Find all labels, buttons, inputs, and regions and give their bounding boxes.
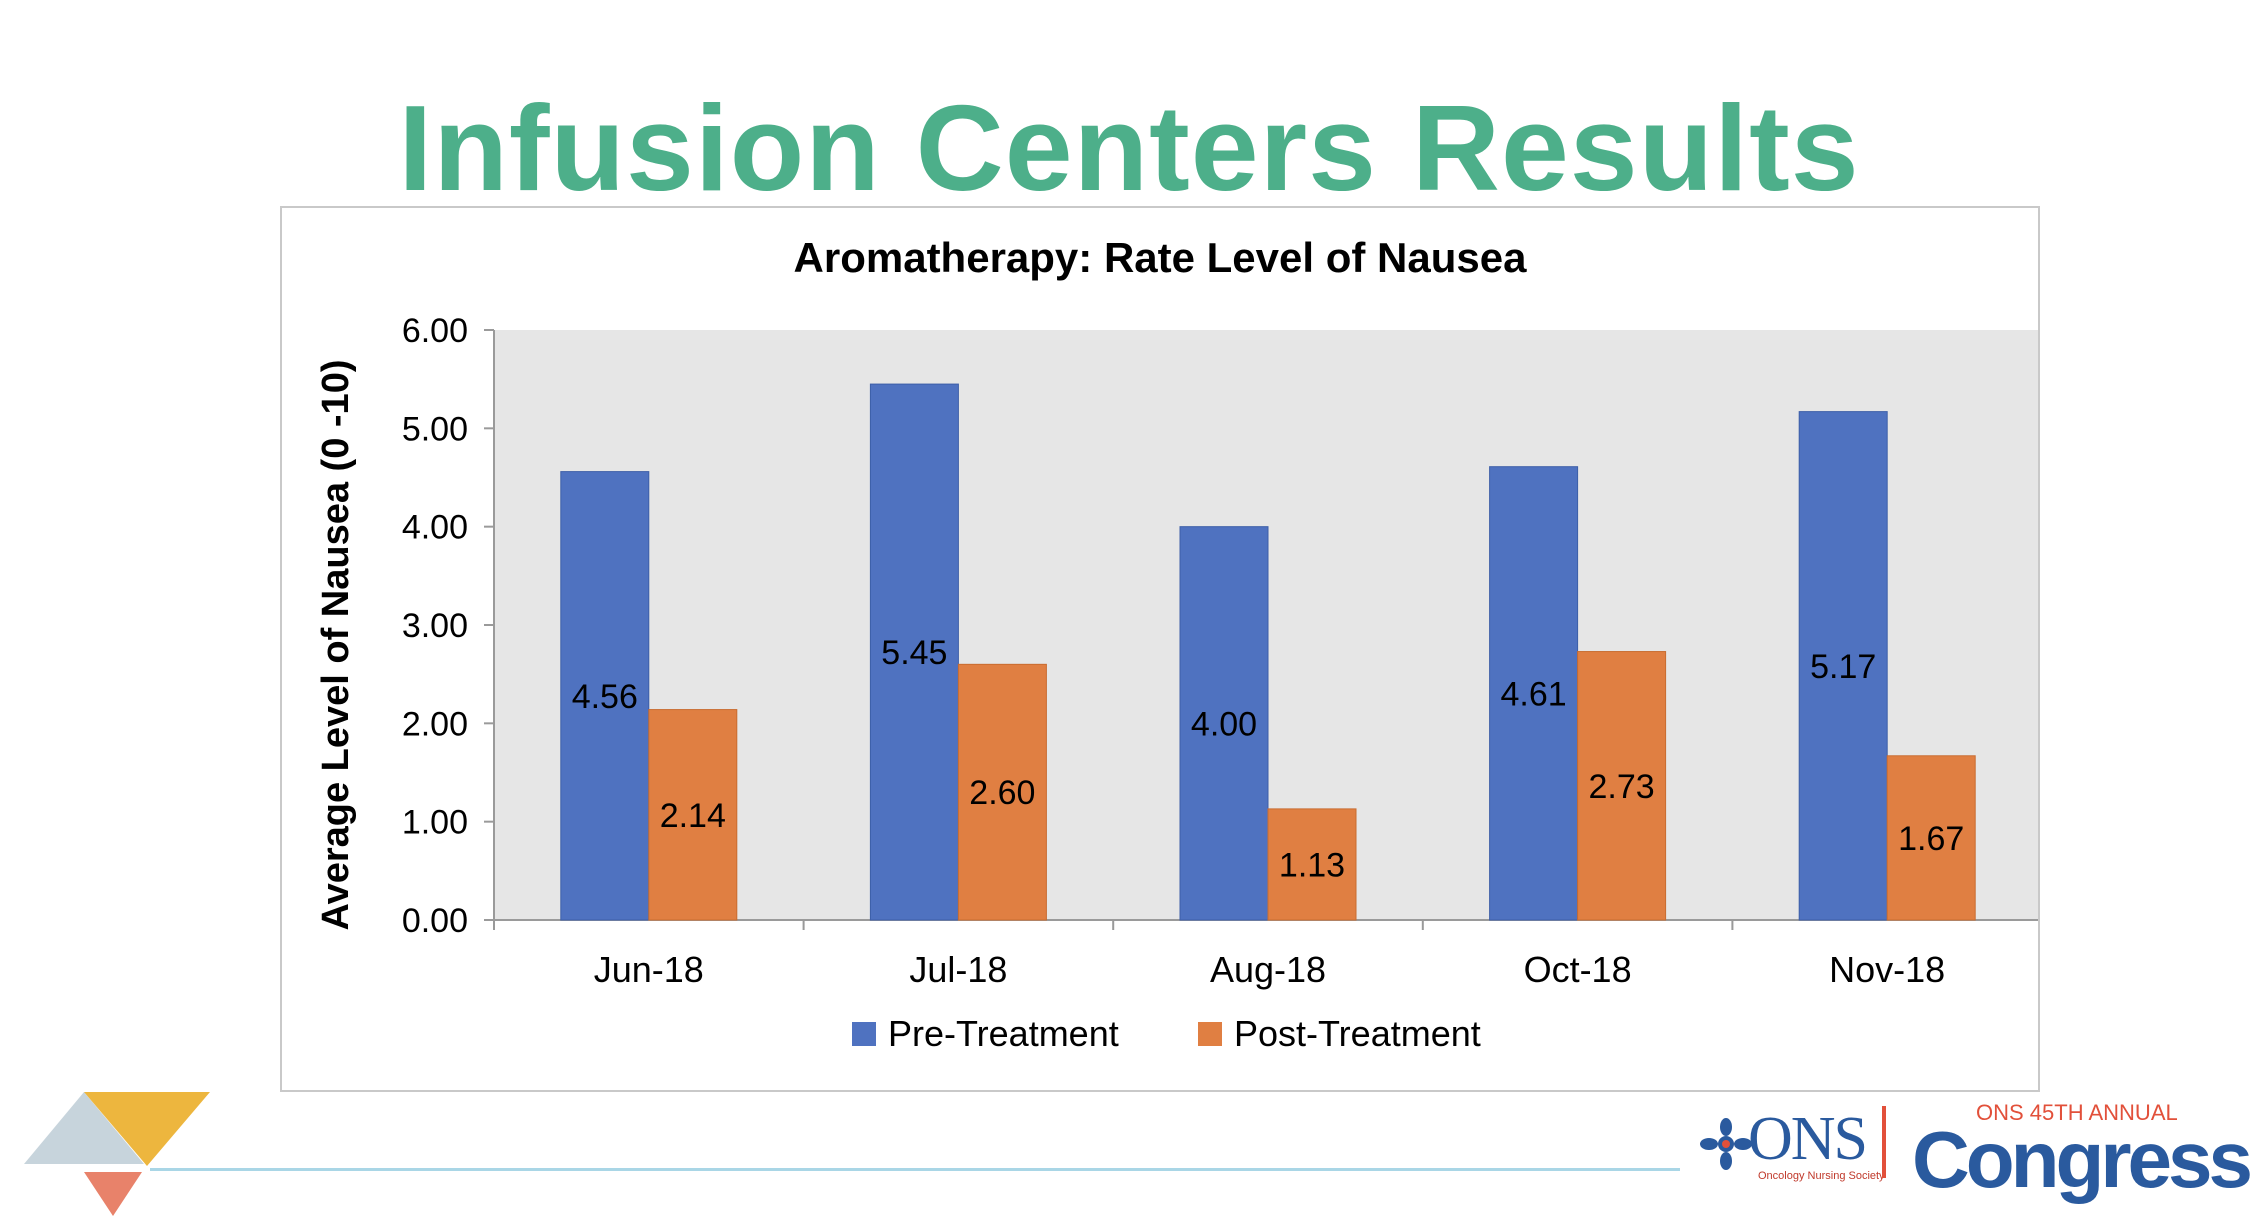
ons-subtitle: Oncology Nursing Society (1758, 1170, 1885, 1182)
footer-line (150, 1168, 1680, 1171)
pre-treatment-bar (869, 383, 959, 921)
bar-chart: Aromatherapy: Rate Level of Nausea 0.00 1.… (315, 234, 2038, 1054)
x-tick-label: Nov-18 (1829, 949, 1945, 990)
bar-data-label: 5.45 (881, 634, 947, 672)
y-tick-label: 2.00 (402, 705, 468, 743)
pre-treatment-bar (1179, 526, 1269, 921)
triangle-logo-icon (24, 1092, 210, 1216)
y-tick-label: 5.00 (402, 410, 468, 448)
slide-title: Infusion Centers Results (398, 80, 1860, 216)
post-treatment-bar (648, 709, 738, 921)
logo-divider (1882, 1106, 1886, 1178)
legend-swatch-post (1198, 1022, 1222, 1046)
y-tick-label: 1.00 (402, 804, 468, 842)
x-tick-label: Oct-18 (1524, 949, 1632, 990)
congress-top-text: ONS 45TH ANNUAL (1976, 1100, 2178, 1125)
legend-label-post: Post-Treatment (1234, 1013, 1481, 1054)
pre-treatment-bar (1489, 466, 1579, 921)
ons-flower-icon (1700, 1118, 1752, 1170)
pre-treatment-bar (560, 471, 650, 921)
y-tick-label: 0.00 (402, 902, 468, 940)
bar-data-label: 2.60 (969, 774, 1035, 812)
bar-data-label: 5.17 (1810, 648, 1876, 686)
y-axis-label: Average Level of Nausea (0 -10) (315, 360, 357, 931)
bar-data-label: 1.67 (1898, 820, 1964, 858)
bar-data-label: 2.14 (660, 797, 726, 835)
x-tick-label: Jun-18 (594, 949, 704, 990)
bar-data-label: 4.00 (1191, 705, 1257, 743)
legend-swatch-pre (852, 1022, 876, 1046)
ons-wordmark: ONS (1748, 1105, 1868, 1173)
congress-logo: ONS 45TH ANNUAL Congress (1912, 1100, 2253, 1210)
x-tick-label: Jul-18 (909, 949, 1007, 990)
chart-title: Aromatherapy: Rate Level of Nausea (794, 234, 1528, 281)
y-tick-label: 6.00 (402, 312, 468, 350)
chart-container: Aromatherapy: Rate Level of Nausea 0.00 1.… (280, 206, 2040, 1092)
post-treatment-bar (1577, 651, 1667, 921)
x-tick-label: Aug-18 (1210, 949, 1326, 990)
post-treatment-bar (1267, 808, 1357, 921)
bar-data-label: 4.56 (572, 678, 638, 716)
bar-data-label: 4.61 (1501, 675, 1567, 713)
post-treatment-bar (1886, 755, 1976, 921)
post-treatment-bar (957, 663, 1047, 921)
bar-data-label: 2.73 (1589, 768, 1655, 806)
congress-wordmark: Congress (1912, 1115, 2253, 1204)
y-tick-label: 3.00 (402, 607, 468, 645)
bar-data-label: 1.13 (1279, 846, 1345, 884)
legend-label-pre: Pre-Treatment (888, 1013, 1119, 1054)
pre-treatment-bar (1798, 411, 1888, 921)
y-tick-label: 4.00 (402, 509, 468, 547)
ons-logo: ONS Oncology Nursing Society (1700, 1104, 1890, 1184)
